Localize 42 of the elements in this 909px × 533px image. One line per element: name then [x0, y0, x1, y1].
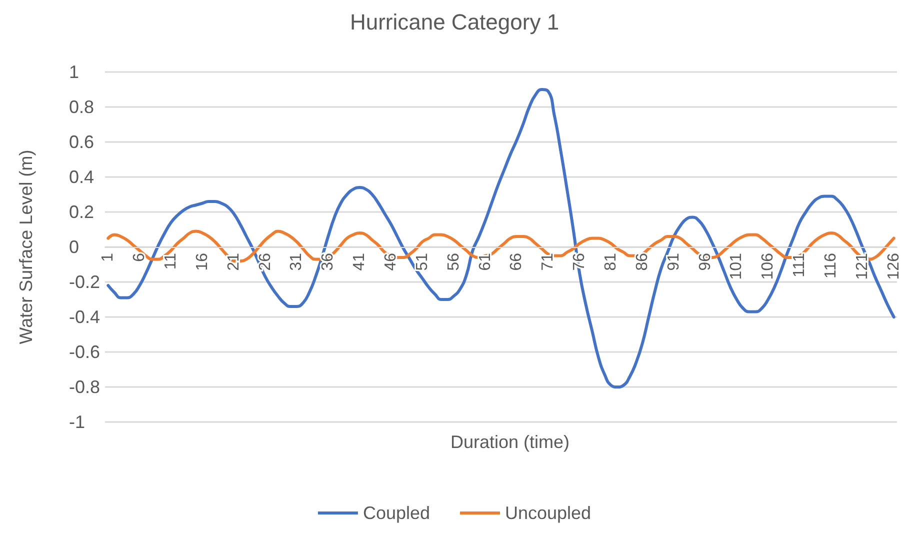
legend-label: Coupled	[362, 503, 430, 523]
x-tick-label: 101	[728, 252, 746, 280]
x-tick-label: 96	[696, 252, 714, 271]
y-tick-label: 0.8	[69, 97, 94, 117]
x-tick-label: 71	[540, 252, 557, 271]
x-tick-label: 16	[194, 252, 211, 271]
x-tick-label: 61	[476, 252, 494, 271]
y-tick-label: 0.6	[69, 132, 94, 152]
x-tick-label: 91	[665, 252, 682, 271]
y-tick-label: -0.6	[69, 342, 100, 362]
legend-label: Uncoupled	[504, 503, 592, 523]
x-tick-label: 1	[100, 252, 117, 262]
x-tick-label: 76	[571, 252, 588, 271]
x-tick-label: 116	[822, 252, 840, 279]
x-tick-label: 121	[854, 252, 871, 280]
x-tick-label: 41	[351, 252, 368, 271]
x-axis-title: Duration (time)	[450, 432, 570, 452]
y-tick-label: 1	[69, 62, 80, 82]
x-tick-label: 31	[288, 252, 306, 271]
x-tick-label: 66	[508, 252, 526, 271]
x-tick-label: 11	[162, 252, 180, 270]
x-tick-label: 126	[885, 252, 902, 280]
x-tick-label: 106	[760, 252, 777, 280]
y-tick-label: -1	[69, 412, 86, 432]
x-tick-label: 51	[414, 252, 431, 271]
y-tick-label: 0	[69, 237, 80, 257]
x-tick-label: 46	[382, 252, 400, 271]
x-tick-label: 36	[320, 252, 337, 271]
y-tick-label: -0.2	[69, 272, 100, 292]
y-tick-label: -0.4	[69, 307, 100, 327]
x-tick-label: 26	[256, 252, 274, 271]
x-tick-label: 6	[131, 252, 148, 262]
y-tick-label: -0.8	[69, 377, 100, 397]
x-tick-label: 81	[602, 252, 620, 271]
y-tick-label: 0.2	[69, 202, 94, 222]
y-axis-title: Water Surface Level (m)	[16, 150, 36, 344]
x-tick-label: 86	[634, 252, 651, 271]
chart-title: Hurricane Category 1	[350, 10, 560, 34]
y-tick-label: 0.4	[69, 167, 94, 187]
x-tick-label: 21	[225, 252, 242, 271]
x-tick-label: 56	[445, 252, 462, 271]
x-tick-label: 111	[791, 252, 808, 278]
